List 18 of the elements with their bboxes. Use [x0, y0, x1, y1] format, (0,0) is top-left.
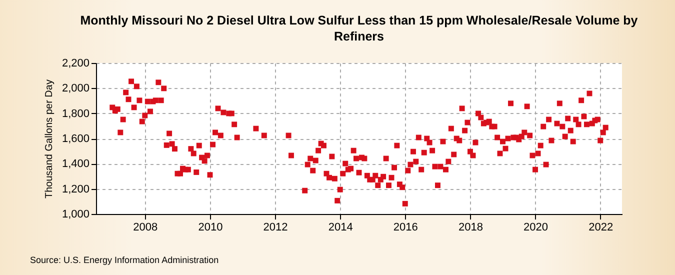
y-axis-title: Thousand Gallons per Day [44, 80, 55, 198]
source-note: Source: U.S. Energy Information Administration [30, 255, 219, 265]
y-tick-label: 1,000 [62, 208, 90, 220]
y-tick-label: 2,200 [62, 58, 90, 70]
x-tick-label: 2010 [198, 222, 223, 234]
y-tick-label: 1,200 [62, 183, 90, 196]
y-tick-label: 1,800 [62, 108, 90, 120]
y-tick-label: 2,000 [62, 82, 90, 95]
x-tick-label: 2016 [393, 222, 418, 234]
x-tick-label: 2012 [263, 222, 288, 234]
chart-title: Monthly Missouri No 2 Diesel Ultra Low Sulfur Less than 15 ppm Wholesale/Resale Volume by Refiners [80, 14, 638, 44]
x-tick-label: 2014 [328, 222, 353, 234]
x-tick-label: 2020 [524, 222, 548, 234]
x-tick-label: 2018 [458, 222, 483, 234]
x-tick-label: 2022 [588, 222, 614, 234]
y-tick-label: 1,600 [62, 133, 90, 145]
y-tick-label: 1,400 [62, 158, 90, 170]
x-tick-label: 2008 [133, 222, 158, 234]
